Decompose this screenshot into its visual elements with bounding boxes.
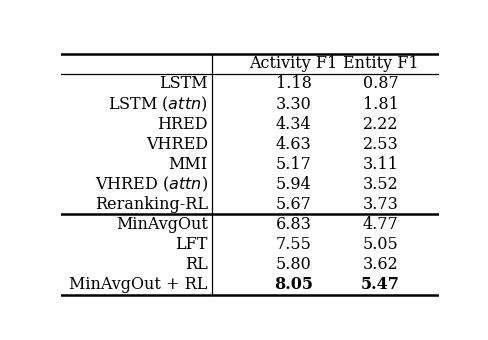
Text: LSTM ($\mathit{attn}$): LSTM ($\mathit{attn}$)	[108, 95, 208, 114]
Text: 2.22: 2.22	[363, 116, 398, 133]
Text: 3.11: 3.11	[363, 156, 399, 173]
Text: Entity F1: Entity F1	[343, 55, 418, 72]
Text: 4.77: 4.77	[363, 216, 399, 233]
Text: 8.05: 8.05	[274, 276, 313, 293]
Text: RL: RL	[185, 256, 208, 273]
Text: Reranking-RL: Reranking-RL	[95, 196, 208, 213]
Text: 3.62: 3.62	[363, 256, 399, 273]
Text: 7.55: 7.55	[276, 236, 311, 253]
Text: MMI: MMI	[169, 156, 208, 173]
Text: 1.81: 1.81	[363, 96, 399, 113]
Text: Activity F1: Activity F1	[249, 55, 338, 72]
Text: 4.34: 4.34	[276, 116, 311, 133]
Text: 5.17: 5.17	[276, 156, 311, 173]
Text: 0.87: 0.87	[363, 75, 399, 92]
Text: 5.05: 5.05	[363, 236, 399, 253]
Text: 5.94: 5.94	[276, 176, 311, 193]
Text: 5.47: 5.47	[361, 276, 400, 293]
Text: 3.30: 3.30	[276, 96, 311, 113]
Text: 6.83: 6.83	[276, 216, 311, 233]
Text: LFT: LFT	[175, 236, 208, 253]
Text: 3.52: 3.52	[363, 176, 399, 193]
Text: 3.73: 3.73	[363, 196, 399, 213]
Text: HRED: HRED	[157, 116, 208, 133]
Text: 2.53: 2.53	[363, 136, 399, 153]
Text: VHRED ($\mathit{attn}$): VHRED ($\mathit{attn}$)	[95, 175, 208, 194]
Text: 1.18: 1.18	[276, 75, 311, 92]
Text: 5.80: 5.80	[276, 256, 311, 273]
Text: MinAvgOut + RL: MinAvgOut + RL	[69, 276, 208, 293]
Text: 5.67: 5.67	[276, 196, 311, 213]
Text: 4.63: 4.63	[276, 136, 311, 153]
Text: VHRED: VHRED	[146, 136, 208, 153]
Text: LSTM: LSTM	[159, 75, 208, 92]
Text: MinAvgOut: MinAvgOut	[116, 216, 208, 233]
